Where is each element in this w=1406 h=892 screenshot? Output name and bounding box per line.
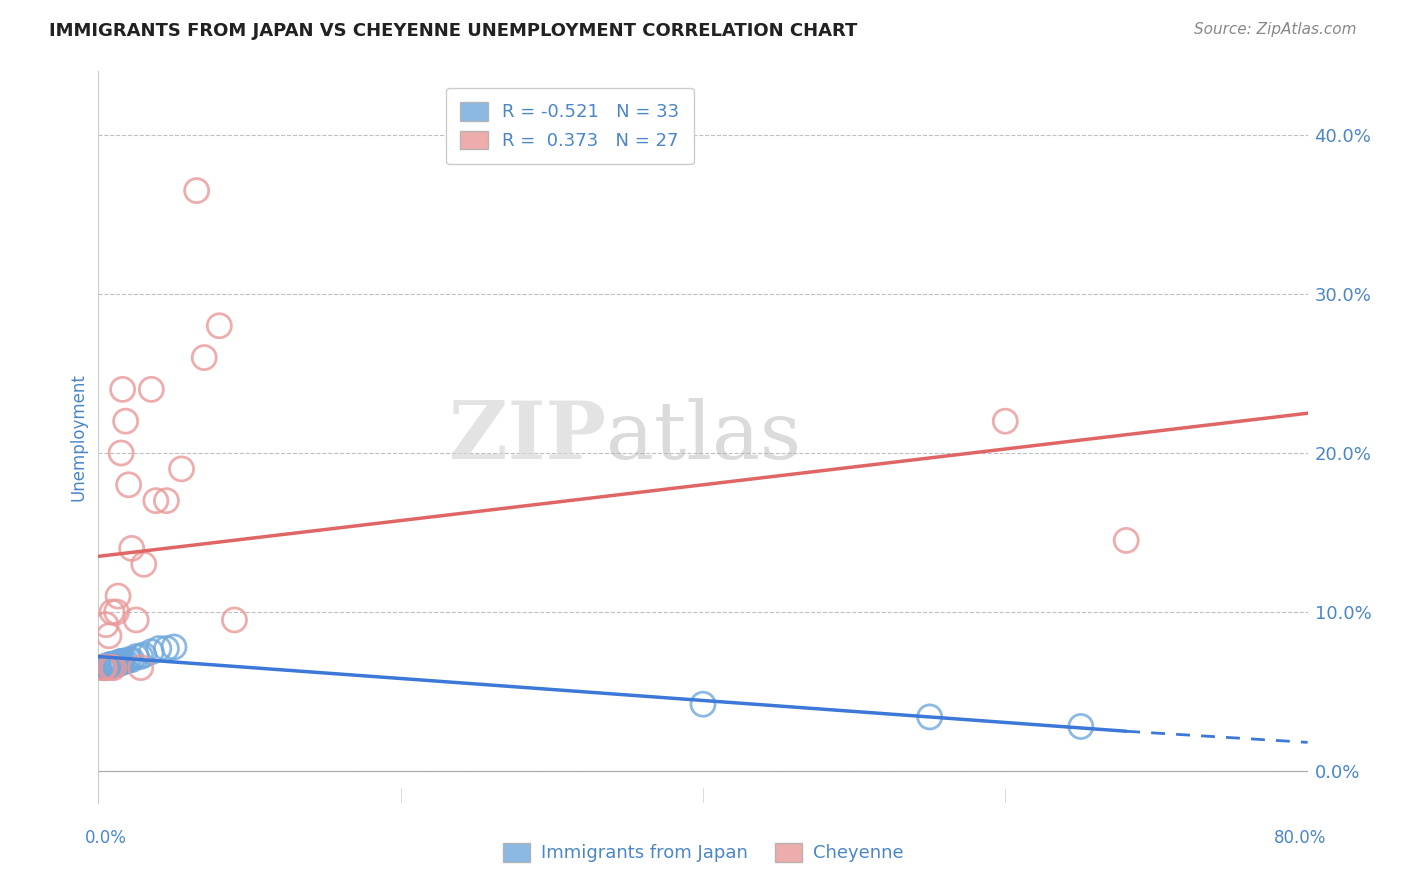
Point xyxy=(121,541,143,556)
Point xyxy=(98,659,121,673)
Point xyxy=(111,654,134,668)
Point xyxy=(224,613,246,627)
Point xyxy=(145,493,167,508)
Point xyxy=(100,657,122,672)
Point xyxy=(170,462,193,476)
Point xyxy=(94,659,117,673)
Point xyxy=(103,657,125,672)
Point xyxy=(132,648,155,662)
Point xyxy=(141,383,163,397)
Point xyxy=(118,653,141,667)
Point xyxy=(94,617,117,632)
Point xyxy=(105,657,128,672)
Text: 80.0%: 80.0% xyxy=(1274,829,1327,847)
Point xyxy=(118,477,141,491)
Point xyxy=(132,558,155,572)
Point xyxy=(692,697,714,711)
Point xyxy=(104,657,127,672)
Point xyxy=(107,656,129,670)
Point xyxy=(110,654,132,668)
Text: IMMIGRANTS FROM JAPAN VS CHEYENNE UNEMPLOYMENT CORRELATION CHART: IMMIGRANTS FROM JAPAN VS CHEYENNE UNEMPL… xyxy=(49,22,858,40)
Point xyxy=(125,649,148,664)
Point xyxy=(918,710,941,724)
Point xyxy=(208,318,231,333)
Point xyxy=(94,659,117,673)
Point xyxy=(114,414,136,428)
Point xyxy=(101,605,124,619)
Point xyxy=(193,351,215,365)
Point xyxy=(129,649,152,664)
Point xyxy=(129,660,152,674)
Y-axis label: Unemployment: Unemployment xyxy=(69,373,87,501)
Point xyxy=(108,656,131,670)
Point xyxy=(1070,719,1092,733)
Point xyxy=(107,589,129,603)
Point xyxy=(100,660,122,674)
Point xyxy=(103,657,125,672)
Point xyxy=(110,656,132,670)
Point xyxy=(110,446,132,460)
Point xyxy=(96,659,118,673)
Text: ZIP: ZIP xyxy=(450,398,606,476)
Point xyxy=(141,645,163,659)
Point xyxy=(1115,533,1137,548)
Point xyxy=(91,660,114,674)
Point xyxy=(105,605,128,619)
Point xyxy=(91,660,114,674)
Text: 0.0%: 0.0% xyxy=(84,829,127,847)
Point xyxy=(155,493,177,508)
Point xyxy=(101,657,124,672)
Point xyxy=(101,659,124,673)
Point xyxy=(155,641,177,656)
Point xyxy=(186,184,208,198)
Point xyxy=(125,613,148,627)
Point xyxy=(103,660,125,674)
Point xyxy=(111,383,134,397)
Point xyxy=(121,653,143,667)
Point xyxy=(93,660,115,674)
Point xyxy=(93,660,115,674)
Text: Source: ZipAtlas.com: Source: ZipAtlas.com xyxy=(1194,22,1357,37)
Point xyxy=(105,656,128,670)
Text: atlas: atlas xyxy=(606,398,801,476)
Point xyxy=(100,657,122,672)
Point xyxy=(163,640,186,654)
Point xyxy=(994,414,1017,428)
Point xyxy=(98,629,121,643)
Point xyxy=(148,641,170,656)
Point xyxy=(114,654,136,668)
Legend: R = -0.521   N = 33, R =  0.373   N = 27: R = -0.521 N = 33, R = 0.373 N = 27 xyxy=(446,87,693,164)
Legend: Immigrants from Japan, Cheyenne: Immigrants from Japan, Cheyenne xyxy=(495,836,911,870)
